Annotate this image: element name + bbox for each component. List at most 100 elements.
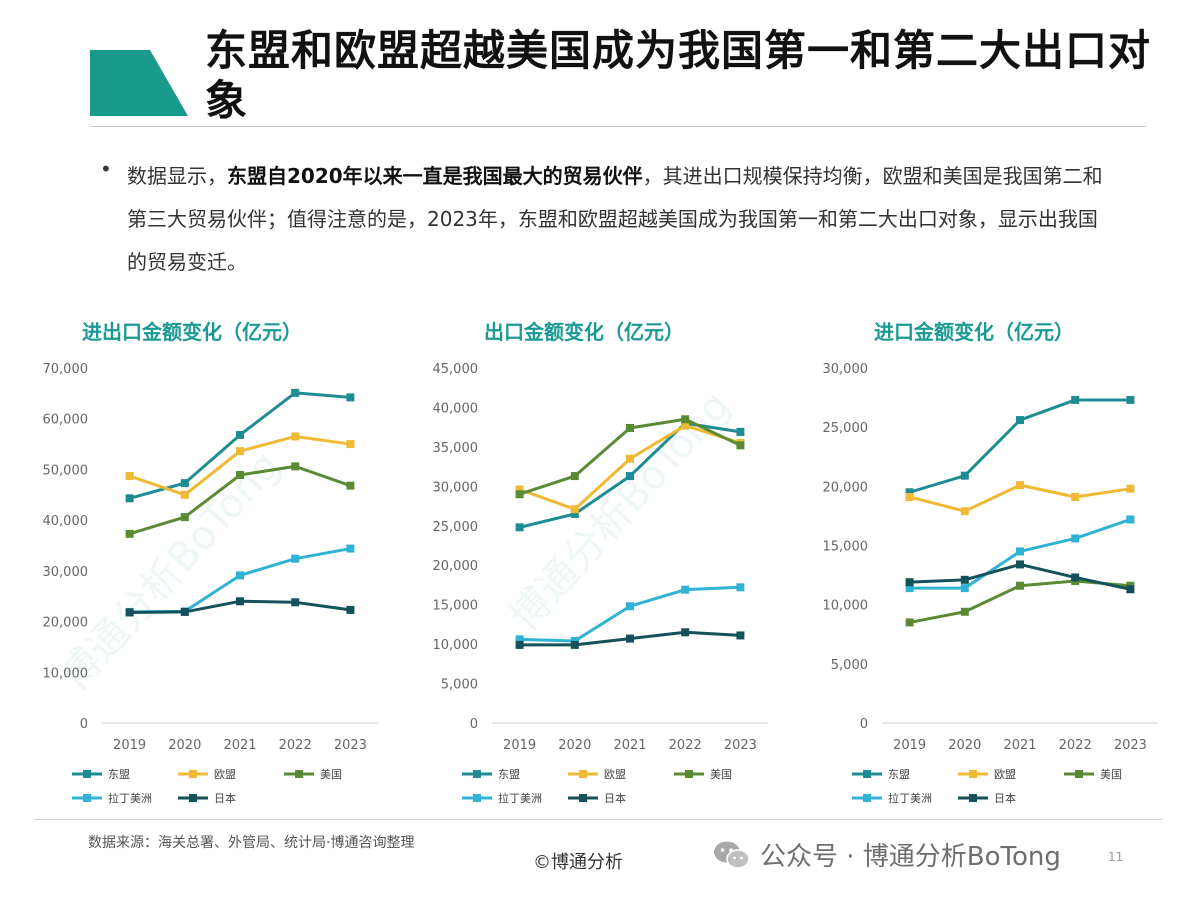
data-point-拉丁美洲 bbox=[291, 554, 300, 563]
data-point-欧盟 bbox=[626, 454, 634, 463]
x-tick-label: 2022 bbox=[279, 738, 312, 753]
legend-swatch-marker bbox=[685, 770, 693, 778]
data-point-拉丁美洲 bbox=[681, 585, 690, 594]
chart-title-import: 进口金额变化（亿元） bbox=[874, 320, 1074, 344]
copyright-text: ©博通分析 bbox=[533, 852, 623, 873]
x-tick-label: 2021 bbox=[1003, 738, 1036, 753]
data-point-拉丁美洲 bbox=[1071, 534, 1080, 543]
wechat-account: 公众号 · 博通分析BoTong bbox=[712, 836, 1061, 873]
data-point-美国 bbox=[681, 415, 690, 424]
y-tick-label: 15,000 bbox=[823, 540, 869, 555]
summary-text-part1: 数据显示， bbox=[127, 164, 227, 188]
data-point-美国 bbox=[515, 490, 524, 499]
data-point-日本 bbox=[960, 575, 969, 584]
data-point-欧盟 bbox=[960, 507, 969, 516]
data-point-美国 bbox=[626, 423, 634, 432]
y-tick-label: 0 bbox=[80, 717, 88, 732]
data-point-欧盟 bbox=[515, 485, 524, 494]
data-point-拉丁美洲 bbox=[905, 584, 914, 593]
data-point-欧盟 bbox=[1126, 484, 1135, 493]
x-tick-label: 2023 bbox=[724, 738, 757, 753]
y-tick-label: 20,000 bbox=[823, 480, 869, 495]
legend-swatch-marker bbox=[473, 770, 481, 778]
y-tick-label: 30,000 bbox=[43, 565, 89, 580]
total-trade-line-chart: 70,000 60,000 50,000 40,000 30,000 20,000 10,0… bbox=[43, 362, 378, 805]
y-tick-label: 45,000 bbox=[433, 362, 479, 377]
legend-label: 美国 bbox=[1100, 768, 1122, 781]
y-tick-label: 15,000 bbox=[433, 599, 479, 614]
data-point-日本 bbox=[570, 640, 579, 649]
y-tick-label: 0 bbox=[470, 717, 478, 732]
data-point-东盟 bbox=[1071, 395, 1080, 404]
legend-swatch-marker bbox=[189, 770, 197, 778]
y-tick-label: 20,000 bbox=[43, 616, 89, 631]
data-point-日本 bbox=[626, 634, 634, 643]
data-point-东盟 bbox=[626, 472, 634, 481]
data-point-欧盟 bbox=[1071, 492, 1080, 501]
legend-swatch-marker bbox=[295, 770, 303, 778]
data-point-美国 bbox=[960, 607, 969, 616]
data-point-日本 bbox=[1126, 585, 1135, 594]
y-tick-label: 0 bbox=[860, 717, 868, 732]
data-point-日本 bbox=[236, 597, 244, 606]
summary-bold-highlight: 东盟自2020年以来一直是我国最大的贸易伙伴 bbox=[227, 164, 643, 188]
y-tick-label: 40,000 bbox=[433, 401, 479, 416]
y-tick-label: 5,000 bbox=[441, 678, 478, 693]
data-point-日本 bbox=[1016, 560, 1024, 569]
legend-swatch-marker bbox=[863, 770, 871, 778]
x-tick-label: 2019 bbox=[893, 738, 926, 753]
x-tick-label: 2019 bbox=[113, 738, 146, 753]
x-tick-label: 2020 bbox=[168, 738, 201, 753]
data-point-美国 bbox=[346, 481, 355, 490]
x-tick-label: 2023 bbox=[334, 738, 367, 753]
legend-label: 东盟 bbox=[498, 768, 520, 781]
y-tick-label: 20,000 bbox=[433, 559, 479, 574]
data-point-日本 bbox=[291, 598, 300, 607]
wechat-icon bbox=[714, 841, 750, 869]
legend-label: 欧盟 bbox=[604, 768, 626, 781]
y-tick-label: 35,000 bbox=[433, 441, 479, 456]
data-point-东盟 bbox=[180, 479, 189, 488]
legend-swatch-marker bbox=[83, 794, 91, 802]
footer-divider bbox=[34, 819, 1162, 820]
legend-label: 拉丁美洲 bbox=[108, 791, 152, 805]
data-point-东盟 bbox=[736, 427, 745, 436]
x-tick-label: 2020 bbox=[948, 738, 981, 753]
data-point-东盟 bbox=[236, 430, 244, 439]
data-point-欧盟 bbox=[236, 447, 244, 456]
data-point-美国 bbox=[236, 471, 244, 480]
y-tick-label: 60,000 bbox=[43, 413, 89, 428]
y-tick-label: 70,000 bbox=[43, 362, 89, 377]
x-tick-label: 2021 bbox=[223, 738, 256, 753]
data-point-东盟 bbox=[960, 471, 969, 480]
data-point-拉丁美洲 bbox=[626, 602, 634, 611]
data-point-拉丁美洲 bbox=[1126, 515, 1135, 524]
y-tick-label: 30,000 bbox=[823, 362, 869, 377]
data-point-美国 bbox=[125, 529, 134, 538]
page-number: 11 bbox=[1108, 850, 1124, 864]
data-point-美国 bbox=[570, 472, 579, 481]
data-point-欧盟 bbox=[180, 490, 189, 499]
legend-label: 东盟 bbox=[888, 768, 910, 781]
legend-swatch-marker bbox=[1075, 770, 1083, 778]
x-tick-label: 2021 bbox=[613, 738, 646, 753]
y-tick-label: 25,000 bbox=[433, 520, 479, 535]
data-point-日本 bbox=[736, 631, 745, 640]
data-point-拉丁美洲 bbox=[736, 583, 745, 592]
data-point-东盟 bbox=[570, 509, 579, 518]
x-tick-label: 2020 bbox=[558, 738, 591, 753]
data-point-东盟 bbox=[1126, 395, 1135, 404]
data-point-拉丁美洲 bbox=[515, 635, 524, 644]
legend-label: 日本 bbox=[994, 791, 1016, 805]
legend-label: 欧盟 bbox=[214, 768, 236, 781]
data-point-日本 bbox=[515, 640, 524, 649]
legend-label: 美国 bbox=[710, 768, 732, 781]
legend-swatch-marker bbox=[473, 794, 481, 802]
data-point-东盟 bbox=[125, 494, 134, 503]
y-tick-label: 10,000 bbox=[43, 666, 89, 681]
data-point-欧盟 bbox=[570, 505, 579, 514]
y-tick-label: 5,000 bbox=[831, 658, 868, 673]
title-divider bbox=[90, 126, 1146, 127]
y-tick-label: 50,000 bbox=[43, 463, 89, 478]
data-point-东盟 bbox=[346, 393, 355, 402]
